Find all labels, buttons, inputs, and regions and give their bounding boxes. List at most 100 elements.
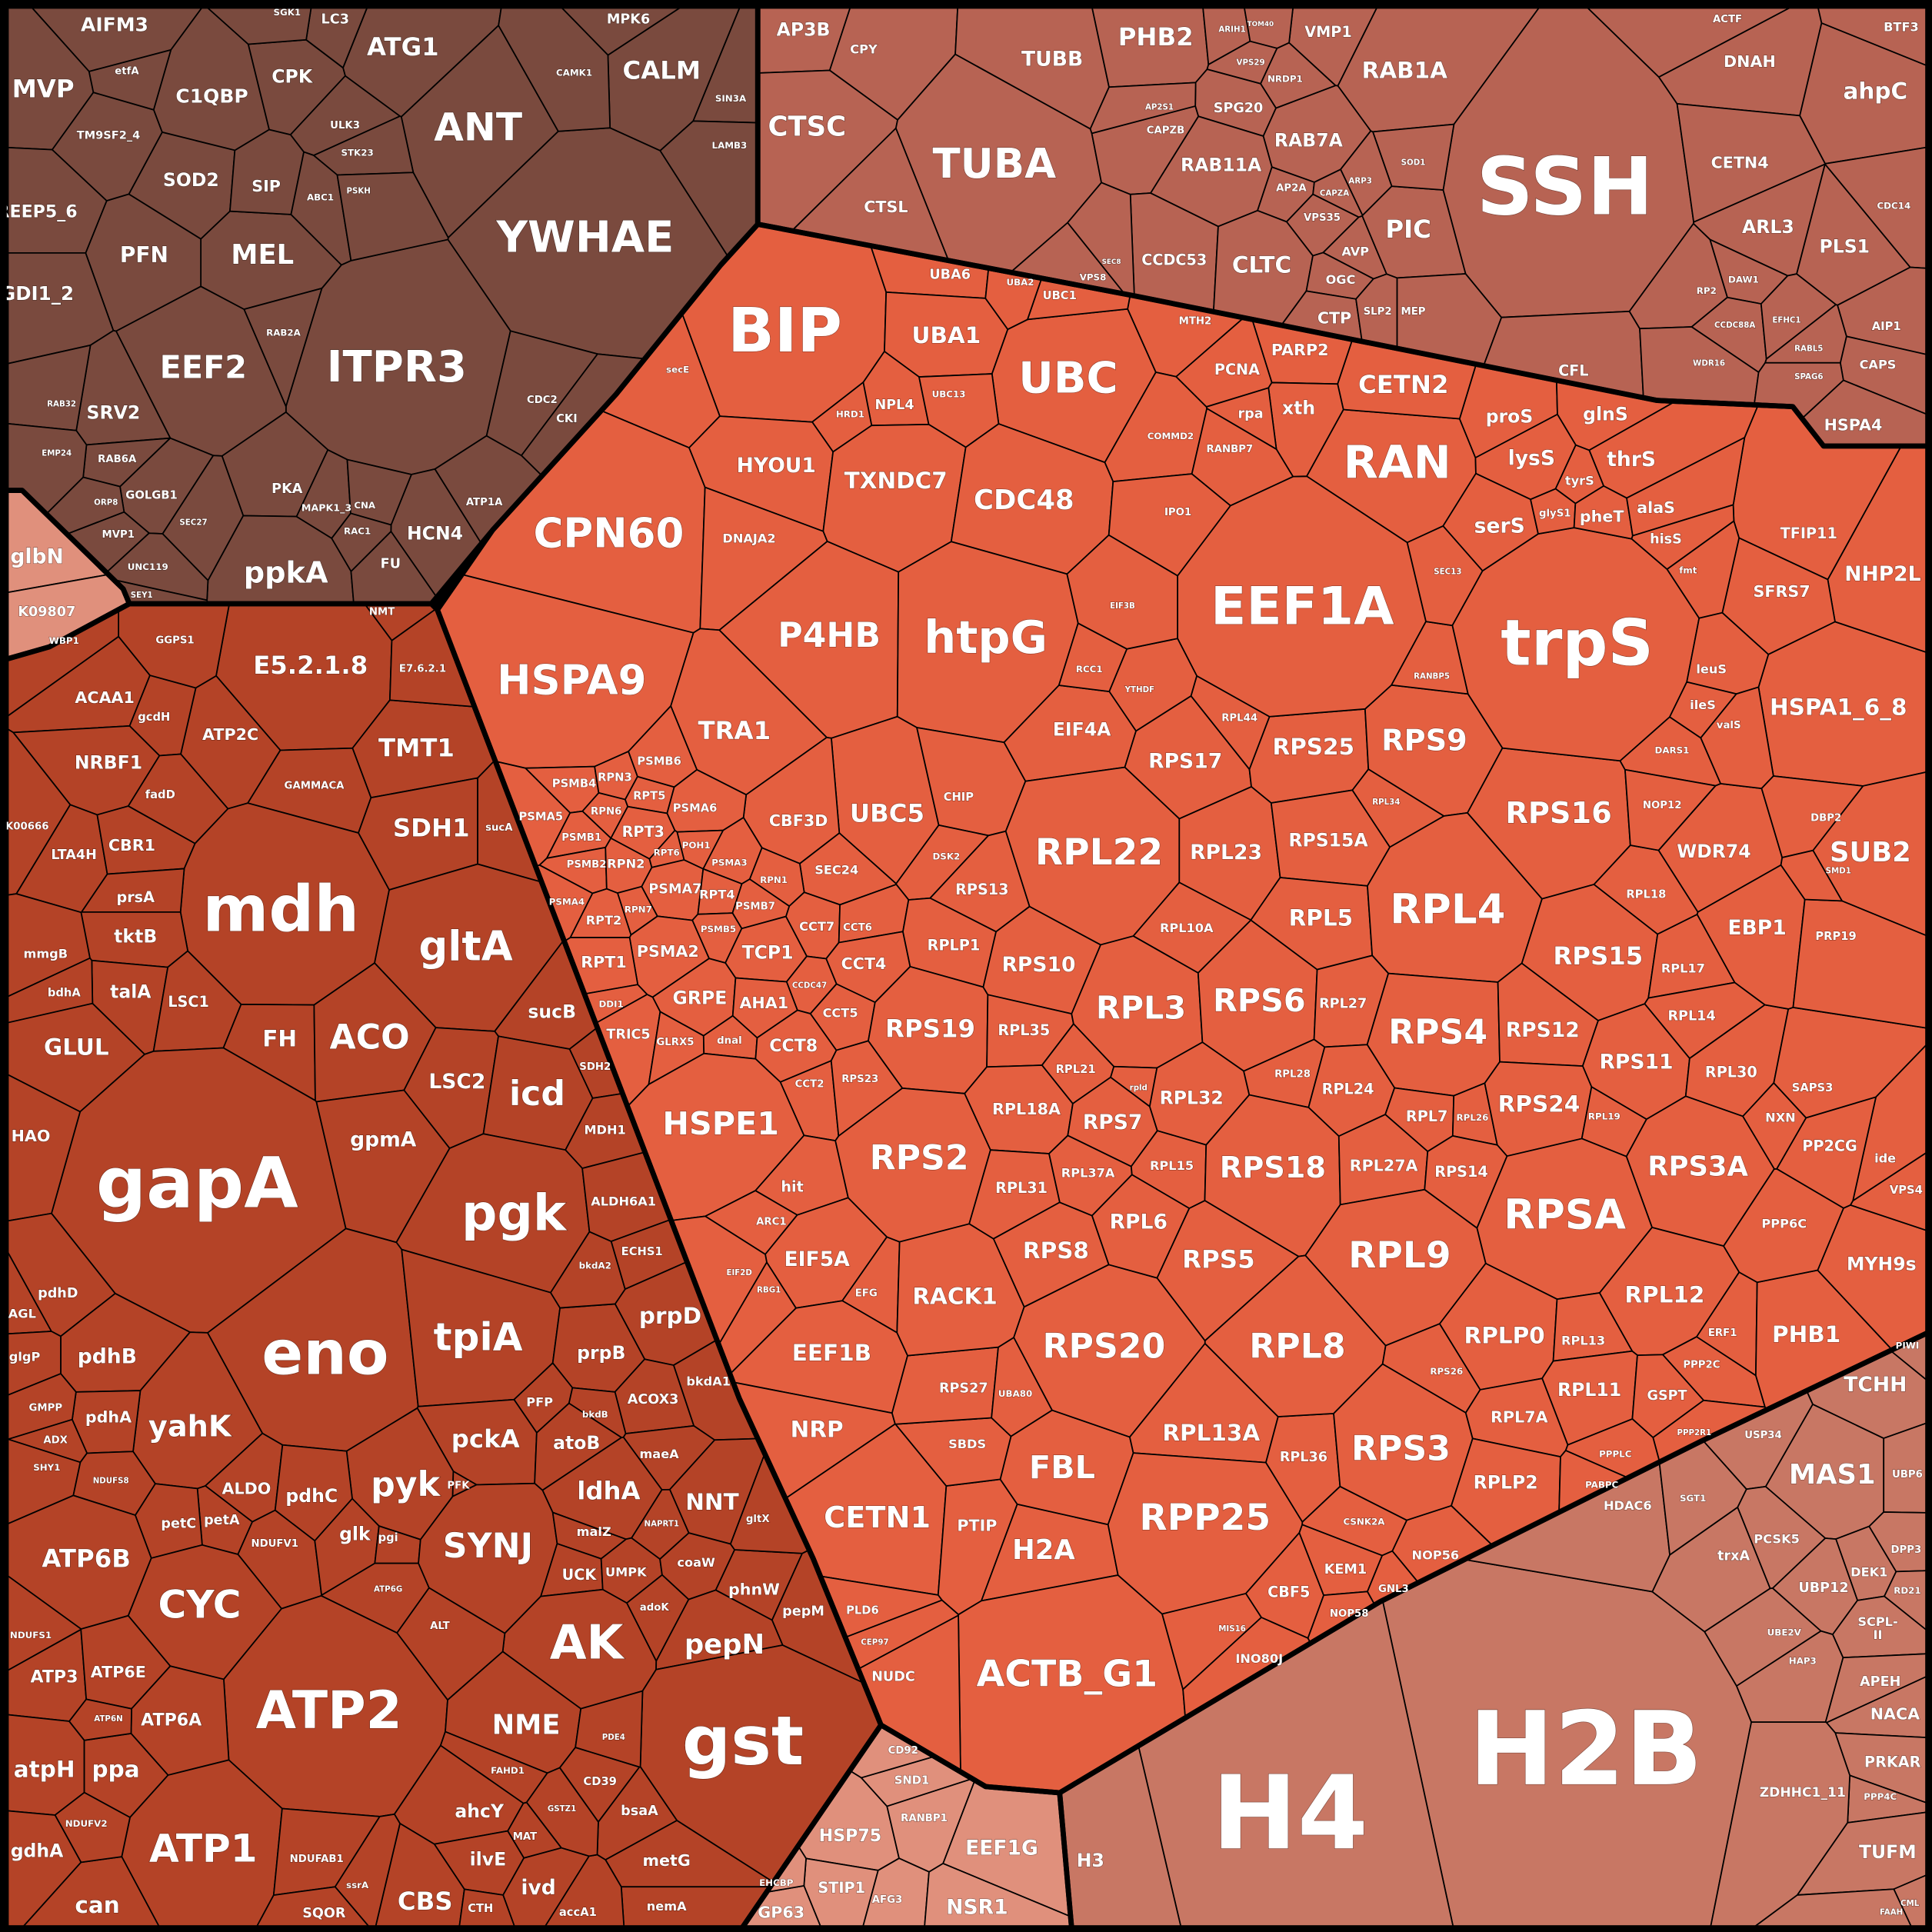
cell-label: RPL14 [1668, 1009, 1716, 1024]
cell-label: CBS [398, 1887, 453, 1916]
cell-label: HRD1 [836, 408, 864, 419]
cell-label: SRV2 [87, 402, 141, 424]
cell-label: RPS6 [1213, 982, 1306, 1019]
cell-dpp3 [1868, 1511, 1932, 1573]
cell-label: SEY1 [131, 591, 153, 600]
cell-label: pgi [378, 1531, 398, 1544]
cell-label: RAB7A [1274, 130, 1344, 152]
cell-label: ECHS1 [621, 1245, 663, 1258]
cell-label: ATP6A [141, 1710, 202, 1730]
cell-label: CAPS [1860, 358, 1897, 372]
cell-label: RPS23 [841, 1074, 878, 1085]
cell-label: pepM [782, 1604, 824, 1619]
cell-label: PP2CG [1802, 1137, 1857, 1154]
cell-label: RPL18 [1626, 888, 1666, 901]
cell-label: RPL13 [1561, 1334, 1605, 1348]
cell-label: RPS14 [1434, 1163, 1487, 1181]
cell-label: RPL26 [1457, 1112, 1489, 1123]
cell-label: MAS1 [1789, 1459, 1876, 1491]
cell-label: AK [550, 1615, 625, 1671]
cell-label: PTIP [957, 1516, 997, 1534]
cell-atp6n [68, 1698, 132, 1741]
cell-label: NDUFS8 [93, 1477, 129, 1486]
cell-label: LSC1 [168, 993, 209, 1011]
cell-label: PSMB6 [637, 755, 681, 768]
cell-label: RPT6 [654, 848, 680, 858]
cell-label: WDR16 [1693, 359, 1725, 368]
cell-label: ABC1 [307, 192, 334, 202]
cell-label: UBA80 [998, 1388, 1032, 1399]
cell-label: RAC1 [344, 525, 371, 536]
cell-vps29 [1206, 40, 1278, 85]
cell-label: NDUFAB1 [290, 1854, 344, 1865]
cell-label: maeA [639, 1447, 679, 1461]
cell-label: can [75, 1892, 119, 1918]
cell-label: ATP3 [30, 1667, 78, 1687]
cell-label: TCP1 [742, 941, 794, 963]
cell-label: SPG20 [1214, 101, 1264, 116]
cell-label: AVP [1341, 244, 1369, 258]
cell-label: HSP75 [819, 1826, 881, 1846]
cell-label: MEP [1401, 306, 1426, 318]
cell-label: DARS1 [1655, 745, 1690, 756]
cell-label: DEK1 [1850, 1565, 1887, 1580]
cell-label: NDUFV1 [251, 1538, 298, 1550]
cell-label: RPS27 [939, 1381, 988, 1397]
cell-label: PDE4 [602, 1733, 625, 1742]
cell-label: MDH1 [584, 1123, 625, 1138]
cell-label: CBR1 [108, 836, 155, 854]
cell-rab2a [243, 287, 323, 408]
cell-label: EFG [855, 1288, 878, 1300]
cell-label: PSMA2 [637, 942, 699, 961]
cell-label: CBF3D [769, 811, 828, 830]
cell-label: ATP1A [466, 497, 503, 508]
cell-label: RANBP1 [901, 1813, 948, 1824]
cell-label: SDH2 [579, 1061, 611, 1073]
cell-label: NUDC [871, 1669, 915, 1684]
cell-label: AP3B [777, 18, 831, 40]
cell-label: eno [261, 1317, 388, 1389]
cell-label: nemA [647, 1899, 687, 1914]
cell-ndufv2 [54, 1791, 131, 1864]
cell-label: LC3 [321, 12, 349, 28]
cell-label: pdhB [78, 1344, 137, 1368]
cell-label: RPS13 [955, 881, 1008, 898]
cell-label: AIP1 [1872, 320, 1901, 333]
cell-label: CD39 [583, 1775, 617, 1788]
cell-label: RPT3 [622, 823, 665, 841]
cell-label: ACAA1 [75, 688, 135, 707]
cell-label: CCT6 [843, 922, 872, 934]
cell-label: RAB11A [1181, 155, 1262, 176]
cell-label: NOP56 [1412, 1547, 1460, 1562]
cell-label: AIFM3 [81, 14, 148, 36]
cell-label: MAPK1_3 [301, 502, 351, 515]
cell-rac1 [331, 512, 392, 572]
cell-label: CTSC [768, 112, 847, 143]
cell-label: DDI1 [598, 999, 623, 1010]
cell-label: talA [110, 981, 152, 1003]
cell-label: RPP25 [1139, 1497, 1271, 1539]
cell-label: SCPL-II [1857, 1614, 1897, 1641]
cell-etfa [88, 49, 172, 111]
cell-label: PRKAR [1864, 1753, 1921, 1770]
cell-label: UBP12 [1798, 1581, 1848, 1596]
cell-label: MYH9s [1847, 1254, 1917, 1275]
cell-label: PFP [526, 1395, 553, 1410]
cell-label: CAPZA [1320, 189, 1349, 198]
cell-label: RPT2 [586, 913, 622, 928]
cell-label: prsA [116, 888, 155, 906]
cell-label: PSMA6 [673, 801, 718, 814]
cell-label: ADX [43, 1434, 68, 1446]
cell-pde4 [575, 1690, 644, 1768]
cell-label: gapA [96, 1141, 298, 1224]
cell-label: fadD [145, 788, 175, 801]
cell-label: H3 [1077, 1850, 1104, 1871]
cell-label: RPS4 [1388, 1013, 1487, 1052]
cell-label: LTA4H [51, 848, 97, 863]
cell-label: RABL5 [1794, 344, 1823, 353]
cell-label: HDAC6 [1604, 1498, 1652, 1513]
cell-label: gdhA [11, 1840, 64, 1861]
cell-label: WBP1 [49, 635, 79, 646]
cell-faah [1747, 1888, 1915, 1932]
cell-label: PFN [120, 242, 168, 268]
